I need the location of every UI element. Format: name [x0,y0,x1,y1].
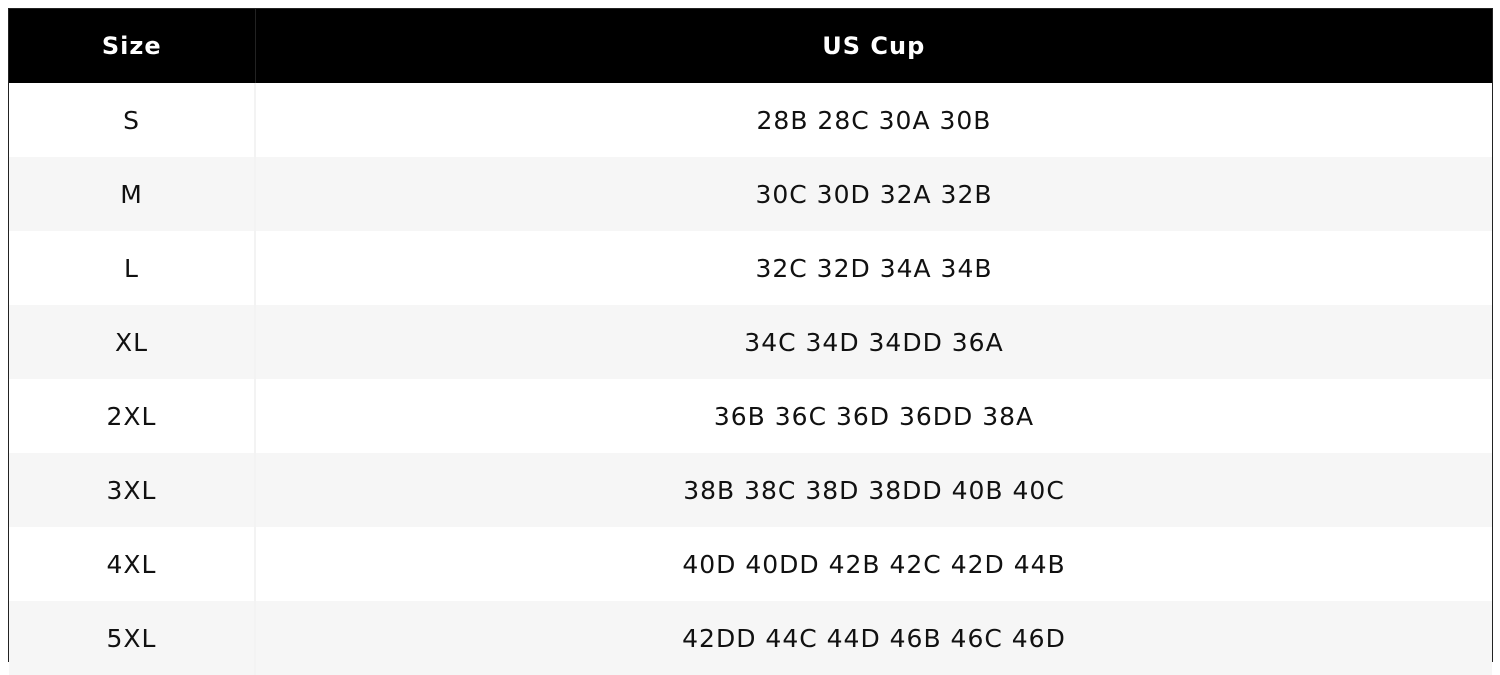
header-row: Size US Cup [9,9,1492,83]
table-row: M 30C 30D 32A 32B [9,157,1492,231]
table-row: 5XL 42DD 44C 44D 46B 46C 46D [9,601,1492,675]
cup-cell: 32C 32D 34A 34B [755,253,993,283]
table-row: 4XL 40D 40DD 42B 42C 42D 44B [9,527,1492,601]
size-table: Size US Cup S 28B 28C 30A 30B M 30C 30D 32A … [9,9,1492,675]
size-table-container: Size US Cup S 28B 28C 30A 30B M 30C 30D 32A … [8,8,1493,675]
size-cell: 3XL [9,453,256,527]
table-row: S 28B 28C 30A 30B [9,83,1492,157]
size-cell: M [9,157,256,231]
table-row: 2XL 36B 36C 36D 36DD 38A [9,379,1492,453]
header-cell: US Cup [255,9,1492,83]
header-cell: Size [9,9,256,83]
size-cell: 4XL [9,527,256,601]
size-cell: S [9,83,256,157]
cup-cell: 30C 30D 32A 32B [255,157,1492,231]
table-body: S 28B 28C 30A 30B M 30C 30D 32A 32B L 32C 32D… [9,83,1492,675]
size-cell: L [9,231,256,305]
cup-cell: 36B 36C 36D 36DD 38A [713,401,1035,431]
cup-cell: 28B 28C 30A 30B [756,105,992,135]
cup-cell: 42DD 44C 44D 46B 46C 46D [255,601,1492,675]
cup-cell: 34C 34D 34DD 36A [255,305,1492,379]
size-cell: 2XL [9,379,256,453]
table-row: 3XL 38B 38C 38D 38DD 40B 40C [9,453,1492,527]
size-cell: XL [9,305,256,379]
cup-cell: 40D 40DD 42B 42C 42D 44B [682,549,1066,579]
size-cell: 5XL [9,601,256,675]
table-row: XL 34C 34D 34DD 36A [9,305,1492,379]
cup-cell: 38B 38C 38D 38DD 40B 40C [255,453,1492,527]
table-row: L 32C 32D 34A 34B [9,231,1492,305]
